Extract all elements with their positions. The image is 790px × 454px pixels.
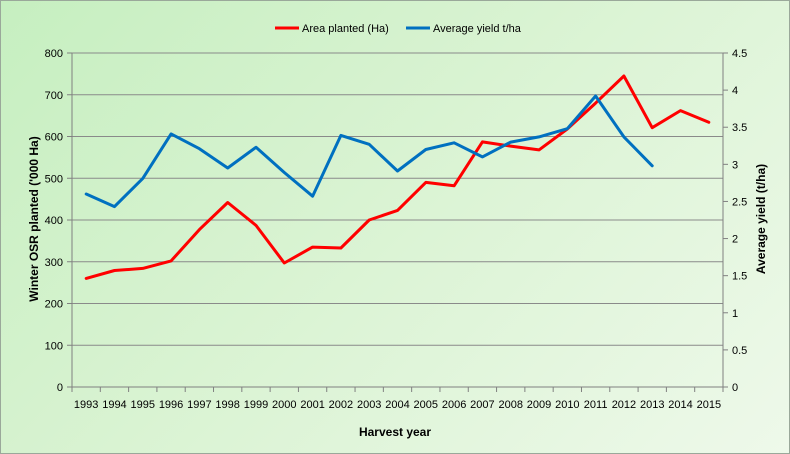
axes <box>67 52 728 392</box>
x-tick-label: 2005 <box>414 399 438 411</box>
legend-label-area: Area planted (Ha) <box>302 23 389 35</box>
x-tick-label: 1996 <box>159 399 183 411</box>
x-tick-label: 2001 <box>300 399 324 411</box>
y2-tick-label: 2.5 <box>732 196 747 208</box>
y2-tick-label: 1 <box>732 308 738 320</box>
x-tick-label: 2014 <box>668 399 692 411</box>
legend: Area planted (Ha) Average yield t/ha <box>275 23 522 35</box>
y-tick-label: 600 <box>45 132 63 144</box>
series-line-area-planted <box>84 74 711 280</box>
x-tick-label: 1995 <box>131 399 155 411</box>
y-tick-label: 800 <box>45 48 63 60</box>
x-tick-label: 2008 <box>498 399 522 411</box>
series-line-average-yield <box>84 94 654 209</box>
x-tick-label: 2010 <box>555 399 579 411</box>
x-tick-label: 2007 <box>470 399 494 411</box>
y2-tick-label: 2 <box>732 234 738 246</box>
y-tick-label: 700 <box>45 90 63 102</box>
y2-tick-label: 0 <box>732 382 738 394</box>
x-tick-label: 2000 <box>272 399 296 411</box>
x-tick-label: 2004 <box>385 399 409 411</box>
x-tick-label: 2002 <box>329 399 353 411</box>
y-tick-label: 300 <box>45 257 63 269</box>
tick-labels: 0 100 200 300 400 500 600 700 800 0 0.5 1 1.5 2 2.5 3 3.… <box>45 48 748 411</box>
y-tick-label: 100 <box>45 340 63 352</box>
x-tick-label: 2009 <box>527 399 551 411</box>
x-tick-label: 2003 <box>357 399 381 411</box>
y-tick-label: 400 <box>45 215 63 227</box>
x-tick-label: 2006 <box>442 399 466 411</box>
x-tick-label: 2013 <box>640 399 664 411</box>
x-tick-label: 2015 <box>697 399 721 411</box>
x-tick-label: 1994 <box>102 399 126 411</box>
series-lines <box>84 74 711 280</box>
y-axis-title: Winter OSR planted ('000 Ha) <box>27 136 41 301</box>
y2-tick-label: 3.5 <box>732 122 747 134</box>
y-tick-label: 200 <box>45 299 63 311</box>
y2-tick-label: 3 <box>732 159 738 171</box>
y2-tick-label: 0.5 <box>732 345 747 357</box>
y2-tick-label: 4.5 <box>732 48 747 60</box>
y2-tick-label: 4 <box>732 85 738 97</box>
x-tick-label: 1998 <box>215 399 239 411</box>
legend-label-yield: Average yield t/ha <box>433 23 522 35</box>
x-tick-label: 1993 <box>74 399 98 411</box>
y2-tick-label: 1.5 <box>732 271 747 283</box>
y2-axis-title: Average yield (t/ha) <box>754 164 768 274</box>
y-tick-label: 0 <box>57 382 63 394</box>
x-tick-label: 1999 <box>244 399 268 411</box>
y-tick-label: 500 <box>45 173 63 185</box>
gridlines <box>72 52 723 346</box>
x-tick-label: 1997 <box>187 399 211 411</box>
x-tick-label: 2012 <box>612 399 636 411</box>
x-tick-label: 2011 <box>584 399 608 411</box>
x-axis-title: Harvest year <box>359 425 431 439</box>
